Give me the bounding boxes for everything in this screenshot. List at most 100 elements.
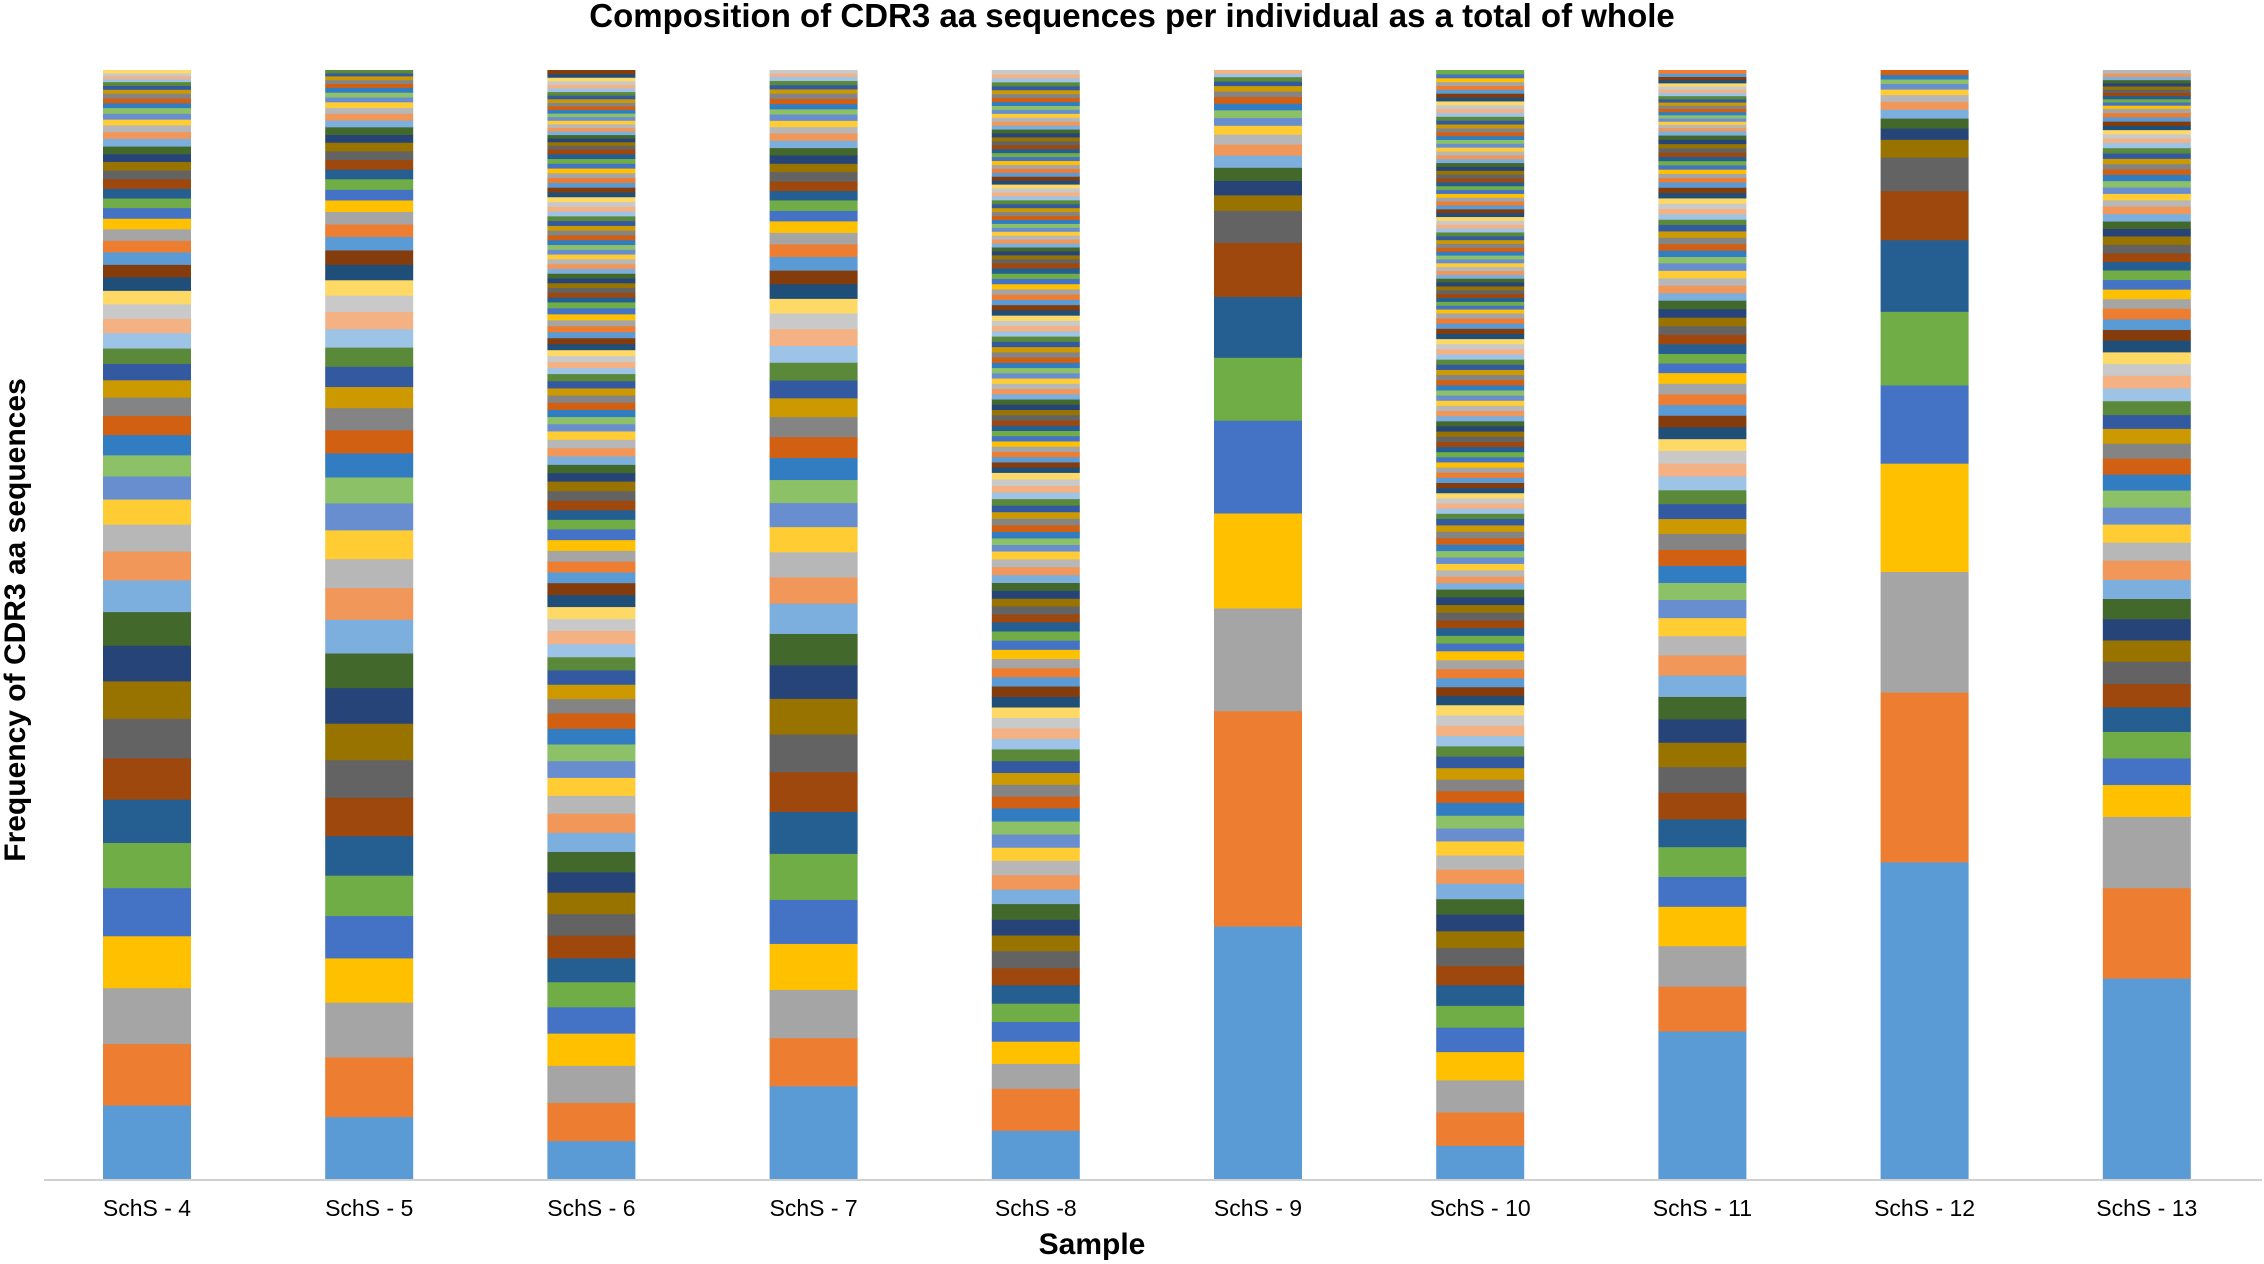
- bar-segment: [991, 537, 1080, 545]
- bar-segment: [103, 145, 191, 155]
- bar-segment: [325, 223, 414, 237]
- bar-segment: [1658, 73, 1747, 77]
- bar-segment: [325, 126, 414, 136]
- bar-segment: [2102, 85, 2191, 90]
- bar-segment: [103, 475, 191, 500]
- bar-segment: [769, 220, 858, 233]
- bar-segment: [991, 246, 1080, 252]
- bar-segment: [103, 434, 191, 456]
- bar-segment: [1658, 635, 1747, 656]
- bar-segment: [547, 239, 636, 246]
- bar-segment: [769, 190, 858, 201]
- bar-segment: [1658, 393, 1747, 406]
- bar-segment: [2102, 784, 2191, 817]
- bar-segment: [1658, 192, 1747, 199]
- bar-segment: [2102, 116, 2191, 122]
- bar-segment: [103, 397, 191, 416]
- bar-segment: [2102, 977, 2191, 1181]
- bar-segment: [2102, 375, 2191, 389]
- bar-segment: [1880, 109, 1969, 119]
- bar-segment: [991, 231, 1080, 236]
- bar-segment: [991, 478, 1080, 487]
- bar-segment: [547, 230, 636, 236]
- bar-segment: [103, 75, 191, 80]
- bar-segment: [2102, 560, 2191, 580]
- bar-segment: [1436, 131, 1525, 137]
- bar-segment: [547, 95, 636, 100]
- bar-segment: [547, 254, 636, 260]
- bar-segment: [1436, 472, 1525, 478]
- bar-segment: [1658, 300, 1747, 310]
- bar-segment: [1658, 675, 1747, 697]
- bar-segment: [1436, 582, 1525, 590]
- bar-segment: [991, 807, 1080, 822]
- bar-segment: [1658, 114, 1747, 119]
- bar-segment: [991, 70, 1080, 75]
- bar-segment: [547, 249, 636, 255]
- bar-segment: [2102, 125, 2191, 131]
- bar-segment: [1436, 162, 1525, 167]
- bar-segment: [2102, 158, 2191, 165]
- bar-segment: [103, 524, 191, 552]
- bar-segment: [991, 250, 1080, 256]
- bar-segment: [1214, 607, 1302, 712]
- bar-segment: [547, 760, 636, 778]
- bar-segment: [1436, 374, 1525, 381]
- bar-segment: [1436, 508, 1525, 514]
- bar-segment: [991, 187, 1080, 193]
- bar-segment: [1436, 635, 1525, 644]
- bar-segment: [1658, 325, 1747, 335]
- bar-segment: [991, 294, 1080, 300]
- bar-segment: [1436, 384, 1525, 391]
- bar-segment: [991, 889, 1080, 905]
- bar-segment: [991, 919, 1080, 936]
- bar-segment: [1436, 93, 1525, 98]
- bar-segment: [547, 105, 636, 111]
- bar-segment: [1658, 876, 1747, 907]
- bar-segment: [2102, 308, 2191, 320]
- bar-segment: [547, 871, 636, 893]
- bar-segment: [547, 307, 636, 315]
- bar-segment: [2102, 70, 2191, 74]
- bar-segment: [1436, 308, 1525, 314]
- bar-segment: [1658, 169, 1747, 174]
- bar-segment: [991, 398, 1080, 405]
- bar-segment: [547, 380, 636, 389]
- bar-segment: [991, 1063, 1080, 1089]
- bar-segment: [1658, 549, 1747, 566]
- chart-title: Composition of CDR3 aa sequences per ind…: [589, 0, 1675, 34]
- bar-segment: [1214, 155, 1302, 168]
- bar-segment: [1436, 492, 1525, 499]
- bar-segment: [1436, 208, 1525, 214]
- bar-segment: [1436, 251, 1525, 256]
- bar-segment: [325, 96, 414, 103]
- bar-segment: [769, 853, 858, 900]
- bar-segment: [1436, 120, 1525, 125]
- bar-segment: [325, 75, 414, 81]
- bar-segment: [991, 299, 1080, 306]
- bar-segment: [547, 225, 636, 231]
- bar-segment: [1658, 906, 1747, 947]
- bar-segment: [1436, 85, 1525, 90]
- bar-segment: [1436, 285, 1525, 291]
- bar-segment: [769, 397, 858, 418]
- bar-segment: [547, 743, 636, 762]
- bar-segment: [547, 367, 636, 375]
- bar-segment: [547, 109, 636, 114]
- bar-segment: [1658, 121, 1747, 125]
- bar-segment: [1436, 659, 1525, 670]
- bar-segment: [769, 479, 858, 504]
- bar-segment: [547, 832, 636, 853]
- bar-segment: [991, 105, 1080, 110]
- bar-segment: [1436, 143, 1525, 148]
- bar-segment: [1658, 124, 1747, 129]
- bar-segment: [103, 131, 191, 139]
- bar-segment: [103, 107, 191, 114]
- bar-segment: [2102, 105, 2191, 109]
- bar-segment: [1436, 1145, 1525, 1181]
- bar-segment: [103, 415, 191, 436]
- bar-segment: [991, 346, 1080, 353]
- bar-segment: [1658, 70, 1747, 74]
- bar-segment: [547, 292, 636, 298]
- bar-segment: [2102, 228, 2191, 237]
